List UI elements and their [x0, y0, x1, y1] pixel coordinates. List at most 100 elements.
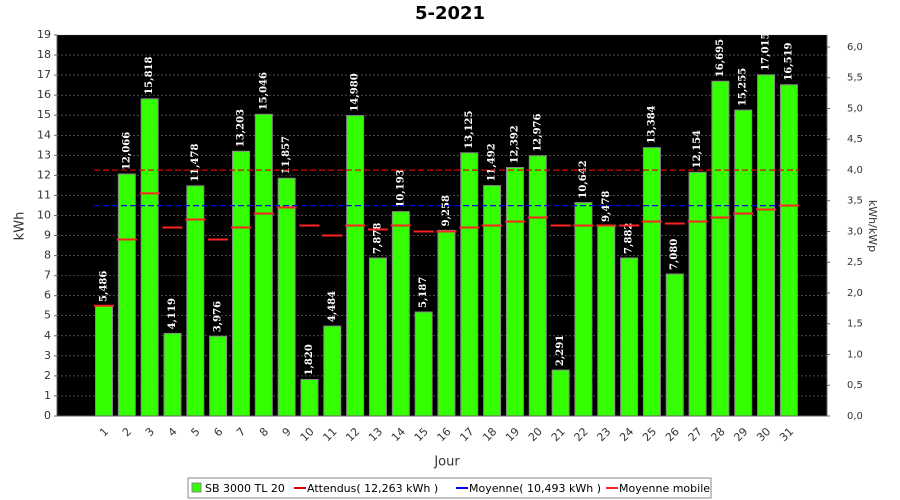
bar	[551, 369, 570, 417]
bar	[574, 202, 593, 417]
x-tick-label: 12	[343, 425, 362, 444]
value-label: 9,478	[601, 191, 612, 222]
x-tick-label: 26	[663, 425, 682, 444]
bar	[140, 98, 159, 417]
y2-tick-label: 2,5	[847, 257, 863, 268]
y-tick-label: 14	[37, 128, 51, 141]
y2-tick-label: 4,0	[847, 165, 863, 176]
bar	[391, 211, 410, 417]
bar	[734, 109, 753, 417]
x-tick-label: 31	[777, 425, 796, 444]
x-tick-label: 21	[549, 425, 568, 444]
value-label: 4,484	[327, 291, 338, 322]
legend-label: Attendus( 12,263 kWh )	[307, 482, 438, 495]
value-label: 14,980	[350, 73, 361, 111]
chart-title: 5-2021	[415, 3, 485, 24]
value-label: 13,125	[464, 110, 475, 148]
bar	[437, 229, 456, 417]
y-tick-label: 4	[44, 329, 51, 342]
bar	[620, 257, 639, 417]
x-tick-label: 8	[257, 425, 271, 439]
legend-swatch	[191, 482, 202, 493]
bar	[505, 167, 524, 417]
x-tick-label: 18	[480, 425, 499, 444]
bar	[346, 115, 365, 417]
y-tick-label: 9	[44, 229, 51, 242]
value-label: 7,882	[624, 223, 635, 254]
y-tick-label: 15	[37, 108, 51, 121]
y-tick-label: 10	[37, 208, 51, 221]
x-tick-label: 20	[526, 425, 545, 444]
bar	[779, 84, 798, 417]
x-tick-label: 11	[320, 425, 339, 444]
value-label: 7,878	[372, 223, 383, 254]
x-tick-label: 5	[188, 425, 202, 439]
value-label: 3,976	[213, 301, 224, 332]
value-label: 13,203	[235, 109, 246, 147]
y2-tick-label: 0,5	[847, 380, 863, 391]
value-label: 10,193	[395, 169, 406, 207]
x-tick-label: 13	[366, 425, 385, 444]
x-tick-label: 2	[120, 425, 134, 439]
value-label: 7,080	[669, 239, 680, 270]
x-tick-label: 22	[572, 425, 591, 444]
x-tick-label: 23	[594, 425, 613, 444]
bar	[757, 74, 776, 417]
y-tick-label: 3	[44, 349, 51, 362]
y2-tick-label: 6,0	[847, 42, 863, 53]
y-tick-label: 17	[37, 68, 51, 81]
value-label: 16,695	[715, 39, 726, 77]
bar	[460, 152, 479, 417]
x-tick-label: 7	[234, 425, 248, 439]
x-tick-label: 27	[686, 425, 705, 444]
y2-tick-label: 3,5	[847, 196, 863, 207]
value-label: 15,818	[144, 56, 155, 94]
bar	[665, 273, 684, 417]
value-label: 16,519	[783, 42, 794, 80]
y2-axis-label: kWh/kWp	[866, 200, 879, 252]
bar	[300, 379, 319, 417]
y2-tick-label: 5,5	[847, 73, 863, 84]
value-label: 5,187	[418, 277, 429, 308]
x-tick-label: 24	[617, 425, 636, 444]
y-axis-label: kWh	[13, 212, 28, 241]
value-label: 1,820	[304, 344, 315, 375]
legend	[187, 477, 712, 499]
value-label: 12,066	[121, 132, 132, 170]
x-tick-label: 10	[298, 425, 317, 444]
y-tick-label: 19	[37, 28, 51, 41]
value-label: 10,642	[578, 160, 589, 198]
value-label: 11,478	[190, 144, 201, 182]
y-tick-label: 1	[44, 389, 51, 402]
y-tick-label: 18	[37, 48, 51, 61]
x-tick-label: 6	[211, 425, 225, 439]
x-tick-label: 14	[389, 425, 408, 444]
value-label: 11,857	[281, 136, 292, 174]
y2-tick-label: 3,0	[847, 226, 863, 237]
value-label: 2,291	[555, 335, 566, 366]
y-tick-label: 11	[37, 188, 51, 201]
y-tick-label: 6	[44, 289, 51, 302]
x-tick-label: 17	[457, 425, 476, 444]
y2-tick-label: 1,5	[847, 319, 863, 330]
x-tick-label: 30	[754, 425, 773, 444]
value-label: 12,392	[509, 125, 520, 163]
value-label: 13,384	[646, 105, 657, 143]
value-label: 12,976	[532, 113, 543, 151]
bar	[209, 335, 228, 417]
bar	[368, 257, 387, 417]
y-tick-label: 0	[44, 409, 51, 422]
y-tick-label: 7	[44, 269, 51, 282]
x-tick-label: 4	[166, 425, 180, 439]
bar	[163, 332, 182, 417]
value-label: 4,119	[167, 298, 178, 329]
y2-tick-label: 2,0	[847, 288, 863, 299]
bar	[254, 113, 273, 417]
x-tick-label: 29	[731, 425, 750, 444]
value-label: 11,492	[487, 143, 498, 181]
x-tick-label: 15	[412, 425, 431, 444]
bar	[323, 325, 342, 417]
value-label: 9,258	[441, 195, 452, 226]
x-tick-label: 28	[709, 425, 728, 444]
